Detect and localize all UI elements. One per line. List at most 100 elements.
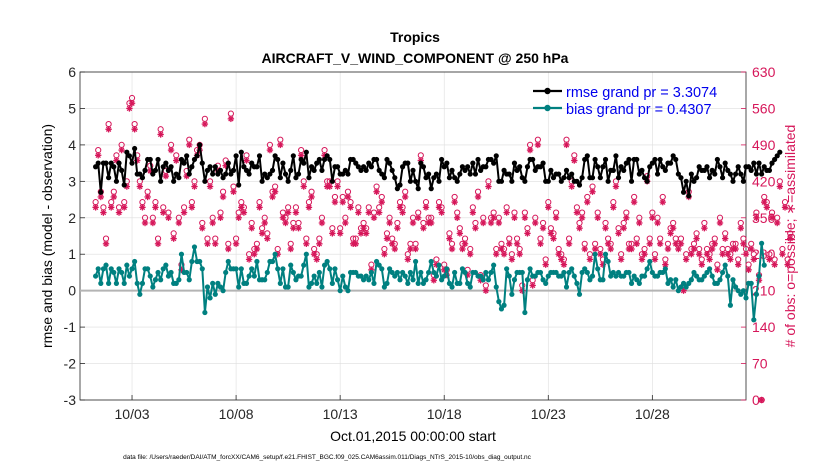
obs-possible-point-139 xyxy=(454,209,461,216)
obs-possible-point-153 xyxy=(490,209,497,216)
obs-assimilated-point-222 xyxy=(669,224,677,232)
rmse-point-36 xyxy=(186,171,192,177)
bias-point-75 xyxy=(288,262,294,268)
rmse-point-35 xyxy=(184,153,190,159)
obs-assimilated-point-149 xyxy=(480,219,487,227)
bias-point-191 xyxy=(589,273,596,279)
rmse-point-165 xyxy=(522,178,528,184)
bias-point-131 xyxy=(433,273,440,279)
x-tick-label-0: 10/03 xyxy=(115,406,150,422)
obs-possible-point-201 xyxy=(615,225,622,232)
rmse-point-28 xyxy=(165,167,172,173)
obs-assimilated-point-56 xyxy=(238,204,245,211)
obs-assimilated-point-51 xyxy=(225,245,232,253)
rmse-point-200 xyxy=(613,153,619,159)
rmse-point-14 xyxy=(129,160,135,166)
obs-possible-point-36 xyxy=(186,136,193,143)
bias-point-1 xyxy=(95,266,101,272)
obs-possible-point-69 xyxy=(272,183,279,190)
legend-label-rmse: rmse grand pr = 3.3074 xyxy=(566,85,717,101)
rmse-point-240 xyxy=(717,164,723,170)
rmse-point-19 xyxy=(142,167,148,173)
obs-assimilated-point-242 xyxy=(721,235,729,242)
obs-possible-point-234 xyxy=(701,219,708,227)
bias-point-123 xyxy=(413,258,419,265)
bias-point-108 xyxy=(373,258,380,265)
bias-point-10 xyxy=(119,269,125,276)
bias-point-179 xyxy=(558,273,564,279)
bias-point-143 xyxy=(465,280,471,286)
rmse-point-201 xyxy=(615,175,622,181)
obs-assimilated-point-44 xyxy=(206,183,214,190)
obs-assimilated-point-260 xyxy=(768,214,776,221)
obs-assimilated-point-213 xyxy=(646,240,653,248)
rmse-point-153 xyxy=(491,160,497,166)
obs-assimilated-point-220 xyxy=(664,245,672,253)
obs-possible-point-6 xyxy=(108,199,115,206)
obs-assimilated-point-98 xyxy=(347,204,354,211)
rmse-point-5 xyxy=(106,175,112,181)
rmse-point-214 xyxy=(649,160,655,166)
rmse-point-202 xyxy=(618,164,624,170)
bias-point-38 xyxy=(191,244,198,250)
bias-point-17 xyxy=(137,291,143,297)
bias-series xyxy=(93,240,767,323)
obs-possible-point-23 xyxy=(152,199,159,206)
obs-possible-point-107 xyxy=(370,209,378,216)
rmse-point-11 xyxy=(121,182,127,188)
bias-point-157 xyxy=(501,302,507,308)
rmse-point-131 xyxy=(433,171,440,177)
rmse-point-106 xyxy=(368,164,374,170)
rmse-point-162 xyxy=(514,167,520,173)
obs-possible-point-82 xyxy=(305,199,313,206)
rmse-point-49 xyxy=(220,175,226,181)
obs-assimilated-point-63 xyxy=(256,204,263,211)
obs-assimilated-point-81 xyxy=(303,240,310,248)
obs-assimilated-point-231 xyxy=(693,235,700,242)
obs-assimilated-point-109 xyxy=(375,209,383,216)
bias-point-33 xyxy=(178,251,185,257)
rmse-point-75 xyxy=(288,167,294,173)
obs-assimilated-point-65 xyxy=(261,219,268,227)
obs-possible-point-75 xyxy=(287,240,294,247)
obs-assimilated-point-18 xyxy=(139,204,146,211)
rmse-point-105 xyxy=(366,160,372,166)
rmse-point-23 xyxy=(152,167,159,173)
bias-point-150 xyxy=(483,269,489,276)
rmse-point-127 xyxy=(423,175,429,181)
bias-point-54 xyxy=(233,266,239,272)
obs-assimilated-point-4 xyxy=(102,240,110,248)
rmse-point-91 xyxy=(329,178,335,184)
rmse-point-237 xyxy=(709,167,715,173)
obs-assimilated-point-23 xyxy=(152,204,159,211)
obs-assimilated-point-83 xyxy=(308,193,315,201)
obs-possible-point-159 xyxy=(506,235,513,242)
obs-assimilated-point-147 xyxy=(474,193,482,201)
bias-point-218 xyxy=(660,269,666,276)
bias-point-183 xyxy=(569,266,575,272)
obs-possible-point-20 xyxy=(144,188,151,195)
rmse-point-249 xyxy=(740,178,746,184)
bias-point-164 xyxy=(519,269,525,276)
rmse-point-12 xyxy=(124,149,130,155)
bias-point-211 xyxy=(641,273,648,279)
bias-point-199 xyxy=(610,269,616,276)
obs-assimilated-point-61 xyxy=(251,251,258,258)
rmse-point-118 xyxy=(399,164,406,170)
obs-possible-point-4 xyxy=(102,235,110,242)
bias-point-21 xyxy=(147,273,153,279)
rmse-point-156 xyxy=(498,178,505,184)
obs-possible-point-78 xyxy=(295,219,302,227)
obs-possible-point-112 xyxy=(383,230,391,237)
bias-point-146 xyxy=(472,269,479,276)
rmse-point-97 xyxy=(345,171,351,177)
rmse-point-194 xyxy=(597,175,603,181)
obs-possible-point-233 xyxy=(698,256,705,263)
rmse-point-99 xyxy=(350,156,356,163)
rmse-point-175 xyxy=(548,167,554,173)
bias-point-113 xyxy=(386,266,393,272)
rmse-point-47 xyxy=(215,171,221,177)
bias-point-151 xyxy=(485,277,492,283)
rmse-point-193 xyxy=(595,164,601,170)
obs-assimilated-point-262 xyxy=(774,219,781,227)
